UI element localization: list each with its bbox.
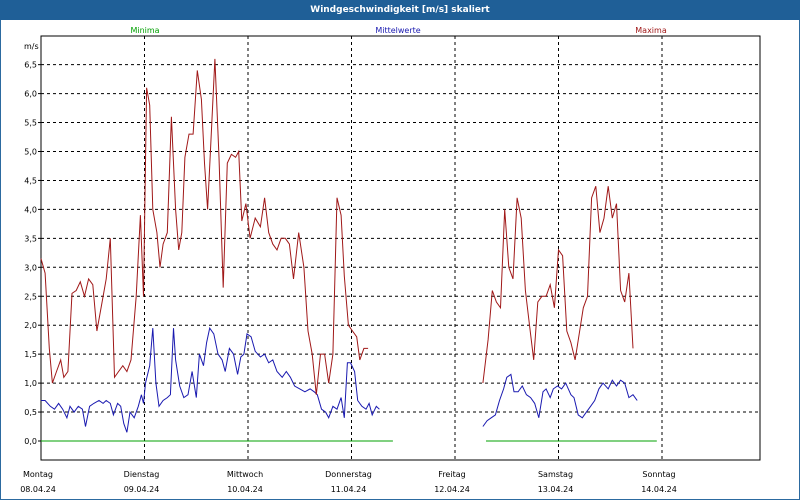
y-axis-label: m/s [24,42,39,51]
series-lines [40,58,657,442]
y-tick-label: 3,5 [24,234,37,243]
legend: Minima Mittelwerte Maxima [130,26,666,35]
x-tick-date: 14.04.24 [641,485,677,494]
y-tick-label: 5,0 [24,148,37,157]
x-tick-day: Dienstag [124,470,160,479]
legend-item: Mittelwerte [375,26,420,35]
y-tick-label: 6,5 [24,61,37,70]
series-line-mittelwerte [482,373,638,427]
x-tick-day: Freitag [438,470,465,479]
axes [40,35,761,461]
legend-item: Minima [130,26,159,35]
y-tick-label: 1,5 [24,350,37,359]
x-tick-date: 12.04.24 [434,485,470,494]
y-tick-label: 5,5 [24,119,37,128]
y-tick-label: 2,5 [24,292,37,301]
x-tick-day: Donnerstag [325,470,372,479]
x-tick-day: Sonntag [642,470,675,479]
y-tick-label: 3,0 [24,263,37,272]
y-tick-label: 1,0 [24,379,37,388]
series-line-maxima [482,186,634,384]
y-tick-label: 2,0 [24,321,37,330]
y-tick-label: 0,5 [24,408,37,417]
y-tick-label: 4,5 [24,176,37,185]
legend-item: Maxima [635,26,667,35]
x-tick-day: Montag [23,470,53,479]
chart-title: Windgeschwindigkeit [m/s] skaliert [0,0,800,20]
y-tick-label: 6,0 [24,90,37,99]
y-tick-label: 4,0 [24,205,37,214]
x-tick-day: Mittwoch [227,470,263,479]
x-tick-date: 11.04.24 [331,485,367,494]
plot-border [40,35,761,461]
x-tick-date: 10.04.24 [227,485,263,494]
x-tick-date: 13.04.24 [538,485,574,494]
x-tick-labels: Montag 08.04.24 Dienstag 09.04.24 Mittwoch 10… [20,470,677,494]
y-tick-labels: 0,0 0,5 1,0 1,5 2,0 2,5 3,0 3,5 4,0 4,5 5,0 5,5 6,0 6… [24,61,41,446]
y-tick-label: 0,0 [24,437,37,446]
x-tick-date: 08.04.24 [20,485,56,494]
x-tick-day: Samstag [538,470,573,479]
series-line-maxima [40,58,369,395]
series-line-mittelwerte [41,326,380,433]
x-tick-date: 09.04.24 [124,485,160,494]
